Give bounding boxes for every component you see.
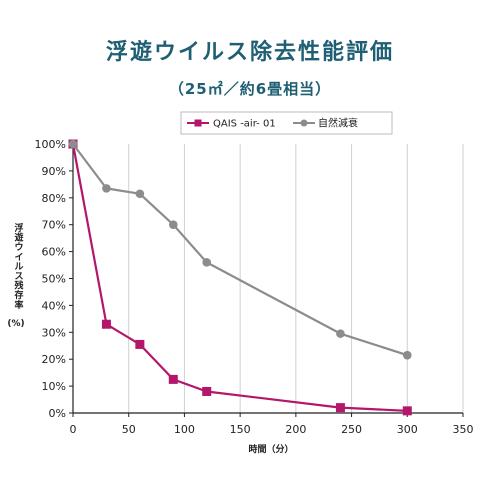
y-tick-label: 0% [49, 407, 66, 420]
legend-item-0: QAIS -air- 01 [187, 119, 276, 130]
x-axis-label: 時間（分） [248, 443, 293, 455]
data-point [102, 184, 111, 193]
series-1 [68, 139, 412, 360]
chart-subtitle: （25㎡／約6畳相当） [168, 80, 332, 98]
data-point [101, 319, 111, 329]
legend-box [180, 111, 393, 135]
data-point [168, 374, 178, 384]
data-point [335, 403, 345, 413]
legend-marker [194, 119, 202, 127]
y-tick-label: 20% [42, 353, 66, 366]
y-tick-label: 70% [42, 219, 66, 232]
x-tick-label: 150 [230, 423, 251, 436]
y-tick-label: 90% [42, 165, 66, 178]
data-point [202, 258, 212, 267]
data-point [68, 139, 78, 149]
x-tick-label: 100 [174, 423, 195, 436]
tick-labels: 0% 10% 20% 30% 40% 50% 60% 70% 80% 90% 100% 0 50 100 1… [35, 138, 474, 436]
legend-label: QAIS -air- 01 [213, 119, 276, 130]
y-axis-label: 浮遊ウイルス残存率 [14, 222, 23, 311]
data-point [202, 386, 212, 396]
data-point [402, 406, 412, 416]
y-tick-label: 40% [42, 299, 66, 312]
y-axis-unit-label: (%) [7, 319, 24, 329]
data-point [135, 189, 145, 199]
data-point [402, 350, 412, 360]
data-point [168, 220, 178, 229]
legend: QAIS -air- 01 自然減衰 [180, 111, 393, 135]
y-tick-label: 10% [42, 380, 66, 393]
y-tick-label: 60% [42, 246, 66, 259]
series [68, 139, 412, 416]
data-point [135, 339, 145, 349]
data-point [336, 329, 345, 338]
x-tick-label: 300 [397, 423, 418, 436]
legend-item-1: 自然減衰 [293, 117, 358, 130]
x-tick-label: 200 [285, 423, 306, 436]
x-tick-label: 250 [341, 423, 362, 436]
axes [69, 143, 464, 417]
y-tick-label: 50% [42, 273, 66, 286]
y-tick-label: 30% [42, 326, 66, 339]
x-tick-label: 0 [70, 423, 77, 436]
grid-lines [128, 144, 464, 413]
y-tick-label: 80% [42, 192, 66, 205]
axis-labels: 浮遊ウイルス残存率 (%) 時間（分） [7, 222, 293, 455]
x-tick-label: 50 [122, 423, 136, 436]
legend-label: 自然減衰 [318, 117, 358, 130]
x-tick-label: 350 [453, 423, 474, 436]
y-tick-label: 100% [35, 138, 66, 151]
chart-title: 浮遊ウイルス除去性能評価 [105, 40, 394, 65]
legend-marker [300, 119, 308, 127]
